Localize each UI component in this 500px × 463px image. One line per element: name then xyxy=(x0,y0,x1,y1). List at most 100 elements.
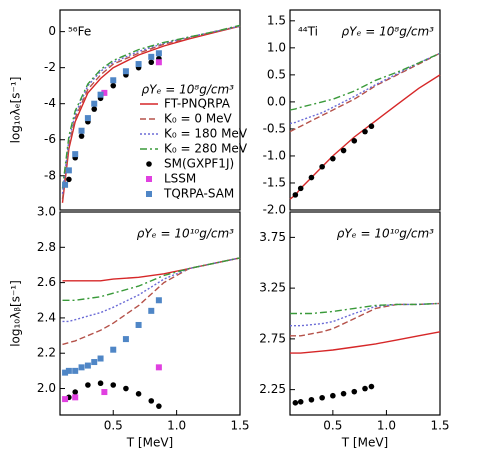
data-point xyxy=(78,364,85,371)
data-point xyxy=(148,53,155,60)
series-line xyxy=(290,331,441,354)
y-tick-label: 2.75 xyxy=(259,331,286,345)
data-point xyxy=(319,394,325,401)
data-point xyxy=(72,394,79,401)
y-tick-label: 2.6 xyxy=(37,275,56,289)
data-point xyxy=(297,399,304,405)
data-point xyxy=(330,392,336,399)
data-point xyxy=(123,385,129,392)
x-tick-label: 1.5 xyxy=(430,419,449,433)
y-tick-label: -4 xyxy=(44,96,56,110)
data-point xyxy=(148,59,155,66)
y-tick-label: 1.0 xyxy=(267,40,286,54)
data-point xyxy=(97,355,104,362)
data-point xyxy=(368,123,375,130)
data-point xyxy=(340,147,347,154)
data-point xyxy=(340,390,347,397)
data-point xyxy=(62,369,69,376)
data-point xyxy=(101,89,108,96)
data-point xyxy=(155,297,162,304)
data-point xyxy=(135,61,142,68)
data-point xyxy=(292,192,299,198)
data-point xyxy=(135,391,142,397)
data-point xyxy=(362,128,368,135)
plot-frame xyxy=(59,9,241,211)
series-line xyxy=(290,302,441,327)
data-point xyxy=(110,82,117,89)
data-point xyxy=(91,106,98,112)
plot-frame xyxy=(289,211,441,416)
series-line xyxy=(62,257,241,301)
data-point xyxy=(155,59,162,66)
data-point xyxy=(84,362,91,369)
data-point xyxy=(91,100,98,107)
series-line xyxy=(62,257,241,282)
data-point xyxy=(148,398,155,404)
plot-frame xyxy=(59,211,241,416)
y-tick-label: -0.5 xyxy=(263,121,286,135)
legend-label: FT-PNQRPA xyxy=(164,97,231,111)
data-point xyxy=(122,336,129,343)
data-point xyxy=(72,151,79,158)
x-tick-label: 1.5 xyxy=(230,419,249,433)
y-tick-label: 3.25 xyxy=(259,281,286,295)
data-point xyxy=(297,185,304,192)
data-point xyxy=(330,155,336,162)
y-tick-label: 0 xyxy=(48,24,56,38)
data-point xyxy=(110,382,117,388)
legend-marker xyxy=(146,191,152,197)
data-point xyxy=(110,77,117,84)
y-tick-label: 2.25 xyxy=(259,382,286,396)
data-point xyxy=(135,321,142,328)
data-point xyxy=(78,127,85,134)
series-line xyxy=(62,257,241,346)
series-line xyxy=(289,52,441,111)
y-tick-label: -1.0 xyxy=(263,148,286,162)
legend-label: K₀ = 0 MeV xyxy=(164,112,233,126)
series-line xyxy=(290,302,441,337)
data-point xyxy=(155,364,162,371)
y-tick-label: 2.2 xyxy=(37,346,56,360)
legend-label: K₀ = 280 MeV xyxy=(164,142,248,156)
data-point xyxy=(66,176,72,183)
legend-marker xyxy=(146,161,152,167)
data-point xyxy=(97,380,104,387)
data-point xyxy=(62,181,69,188)
data-point xyxy=(78,133,85,139)
y-tick-label: 0.5 xyxy=(267,67,286,81)
condition-label: ρYₑ = 10¹⁰g/cm³ xyxy=(137,227,234,241)
condition-label: ρYₑ = 10⁸g/cm³ xyxy=(342,25,435,39)
data-point xyxy=(72,389,79,395)
data-point xyxy=(85,382,91,388)
data-point xyxy=(319,163,325,170)
data-point xyxy=(91,359,98,366)
x-tick-label: 1.0 xyxy=(377,419,396,433)
x-tick-label: 1.0 xyxy=(167,419,186,433)
series-line xyxy=(289,74,441,200)
y-tick-label: 3.0 xyxy=(37,205,56,219)
data-point xyxy=(101,389,108,396)
legend-label: SM(GXPF1J) xyxy=(164,157,234,171)
legend-label: TQRPA-SAM xyxy=(163,187,234,201)
data-point xyxy=(156,403,162,409)
y-tick-label: 2.8 xyxy=(37,240,56,254)
data-point xyxy=(122,68,129,75)
data-point xyxy=(292,400,299,406)
data-point xyxy=(65,367,72,374)
legend-marker xyxy=(146,176,152,182)
y-tick-label: 3.75 xyxy=(259,230,286,244)
series-line xyxy=(290,302,441,315)
condition-label: ρYₑ = 10¹⁰g/cm³ xyxy=(337,227,434,241)
isotope-label: ⁵⁶Fe xyxy=(68,25,91,39)
y-tick-label: 2.0 xyxy=(37,381,56,395)
data-point xyxy=(84,115,91,122)
x-axis-label: T [MeV] xyxy=(341,436,388,450)
x-axis-label: T [MeV] xyxy=(126,436,173,450)
y-tick-label: 1.5 xyxy=(267,13,286,27)
y-tick-label: -2.0 xyxy=(263,203,286,217)
series-line xyxy=(62,257,241,323)
data-point xyxy=(62,396,69,403)
data-point xyxy=(155,50,162,57)
series-line xyxy=(61,25,241,203)
